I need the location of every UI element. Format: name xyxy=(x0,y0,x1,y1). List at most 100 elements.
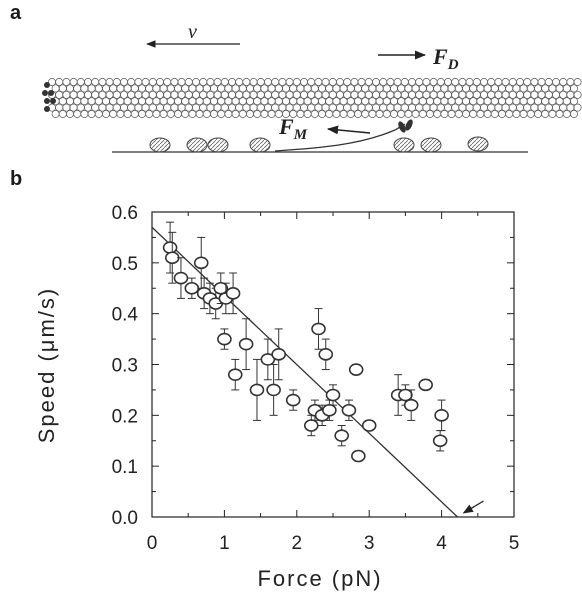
tubulin-subunit xyxy=(130,110,139,118)
tubulin-subunit xyxy=(382,84,391,93)
tubulin-subunit xyxy=(224,97,233,106)
tubulin-subunit xyxy=(156,103,164,112)
tubulin-subunit xyxy=(354,110,362,118)
tubulin-subunit xyxy=(530,103,539,112)
tubulin-subunit xyxy=(444,78,452,86)
x-tick-label: 0 xyxy=(147,533,158,554)
tubulin-subunit xyxy=(451,78,460,86)
axis-ticks xyxy=(151,211,515,518)
tubulin-subunit xyxy=(418,84,427,93)
tubulin-subunit xyxy=(390,110,398,118)
tubulin-subunit xyxy=(224,110,233,118)
tubulin-subunit xyxy=(80,97,89,106)
tubulin-subunit xyxy=(541,97,550,106)
tubulin-subunit xyxy=(325,97,334,106)
tubulin-subunit xyxy=(418,110,427,118)
tubulin-subunit xyxy=(350,90,359,99)
tubulin-subunit xyxy=(361,110,370,118)
tubulin-subunit xyxy=(138,110,146,118)
tubulin-subunit xyxy=(469,84,478,93)
tubulin-subunit xyxy=(346,84,355,93)
tubulin-subunit xyxy=(206,78,215,86)
tubulin-subunit xyxy=(555,110,564,118)
tubulin-subunit xyxy=(145,97,154,106)
tubulin-subunit xyxy=(62,78,71,86)
tubulin-subunit xyxy=(325,84,334,93)
tubulin-subunit xyxy=(66,97,74,106)
tubulin-subunit xyxy=(188,110,197,118)
tubulin-subunit xyxy=(447,97,456,106)
tubulin-subunit xyxy=(498,97,506,106)
data-point xyxy=(162,221,178,274)
tubulin-subunit xyxy=(285,90,294,99)
tubulin-subunit xyxy=(76,103,85,112)
tubulin-subunit xyxy=(393,90,402,99)
tubulin-subunit xyxy=(292,78,301,86)
data-point xyxy=(334,425,349,447)
tubulin-subunit xyxy=(537,90,546,99)
tubulin-subunit xyxy=(202,110,211,118)
motor-tether xyxy=(274,123,406,152)
tubulin-subunit xyxy=(148,103,157,112)
tubulin-subunit xyxy=(562,97,571,106)
tubulin-subunit xyxy=(148,90,157,99)
tubulin-subunit xyxy=(192,103,200,112)
point-marker xyxy=(249,383,265,397)
tubulin-subunit xyxy=(300,78,308,86)
y-tick-label: 0.0 xyxy=(112,508,138,529)
tubulin-subunit xyxy=(264,103,272,112)
tubulin-subunit xyxy=(242,90,251,99)
tubulin-subunit xyxy=(307,90,316,99)
tubulin-subunit xyxy=(105,78,114,86)
data-point xyxy=(322,399,337,421)
tubulin-subunit xyxy=(426,97,434,106)
tubulin-subunit xyxy=(278,78,287,86)
tubulin-subunit xyxy=(69,90,78,99)
tubulin-subunit xyxy=(314,90,323,99)
tubulin-subunit xyxy=(426,84,434,93)
tubulin-subunit xyxy=(490,110,499,118)
tubulin-subunit xyxy=(213,90,222,99)
point-marker xyxy=(285,393,301,407)
tubulin-subunit xyxy=(170,103,179,112)
data-point xyxy=(432,430,448,452)
point-marker xyxy=(225,287,241,300)
tubulin-subunit xyxy=(318,84,326,93)
tubulin-subunit xyxy=(357,78,366,86)
tubulin-subunit xyxy=(400,78,409,86)
data-point xyxy=(217,328,232,350)
x-tick-label: 5 xyxy=(509,533,520,554)
point-marker xyxy=(271,348,287,361)
tubulin-subunit xyxy=(134,78,143,86)
tubulin-subunit xyxy=(534,110,542,118)
point-marker xyxy=(361,419,377,432)
data-point xyxy=(193,236,209,289)
tubulin-subunit xyxy=(177,78,186,86)
tubulin-subunit xyxy=(73,97,82,106)
tubulin-subunit xyxy=(544,90,553,99)
tubulin-subunit xyxy=(454,97,463,106)
fit-line xyxy=(151,226,458,518)
panel-a-label: a xyxy=(10,2,22,24)
tubulin-subunit xyxy=(505,110,514,118)
tubulin-subunit xyxy=(166,84,175,93)
tubulin-subunit xyxy=(321,90,330,99)
x-tick-label: 1 xyxy=(219,533,230,554)
tubulin-subunit xyxy=(195,84,204,93)
tubulin-subunit xyxy=(346,97,355,106)
tubulin-subunit xyxy=(512,84,521,93)
tubulin-subunit xyxy=(512,110,521,118)
point-marker xyxy=(260,353,276,366)
tubulin-subunit xyxy=(480,78,488,86)
tubulin-subunit xyxy=(573,78,582,86)
tubulin-subunit xyxy=(228,90,236,99)
tubulin-subunit xyxy=(303,97,312,106)
tubulin-subunit xyxy=(458,78,467,86)
tubulin-subunit xyxy=(350,103,359,112)
tubulin-subunit xyxy=(411,110,420,118)
tubulin-subunit xyxy=(375,84,384,93)
tubulin-subunit xyxy=(516,78,524,86)
tubulin-subunit xyxy=(552,90,560,99)
tubulin-subunit xyxy=(145,84,154,93)
tubulin-subunit xyxy=(105,103,114,112)
